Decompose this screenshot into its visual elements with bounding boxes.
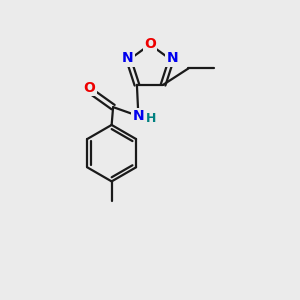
Text: N: N	[167, 51, 178, 65]
Text: H: H	[146, 112, 156, 125]
Text: O: O	[144, 38, 156, 52]
Text: O: O	[83, 81, 95, 95]
Text: N: N	[133, 109, 144, 123]
Text: N: N	[122, 51, 133, 65]
